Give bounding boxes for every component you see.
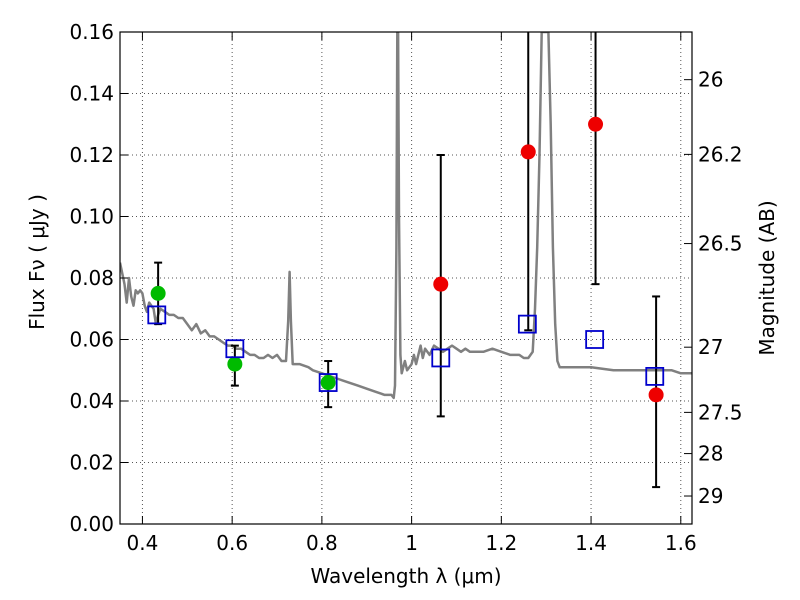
- data-point-circle: [150, 285, 166, 301]
- data-point-circle: [588, 116, 604, 132]
- template-spectrum-layer: [120, 32, 692, 400]
- x-axis-title: Wavelength λ (μm): [310, 564, 501, 588]
- y-tick-label: 0.14: [69, 82, 114, 106]
- data-point-circle: [648, 387, 664, 403]
- right-axis-title: Magnitude (AB): [755, 200, 779, 355]
- data-point-circle: [520, 144, 536, 160]
- right-tick-label: 27: [698, 335, 723, 359]
- y-tick-label: 0.10: [69, 205, 114, 229]
- x-tick-label: 0.4: [127, 531, 159, 555]
- y-tick-label: 0.06: [69, 328, 114, 352]
- x-tick-label: 0.6: [216, 531, 248, 555]
- right-tick-label: 28: [698, 442, 723, 466]
- model-point-square: [645, 366, 665, 386]
- right-tick-label: 26: [698, 68, 723, 92]
- y-tick-label: 0.12: [69, 143, 114, 167]
- x-tick-label: 0.8: [306, 531, 338, 555]
- right-tick-label: 26.2: [698, 142, 743, 166]
- y-tick-label: 0.00: [69, 512, 114, 536]
- axis-ticks: 0.4 0.6 0.8 1 1.2 1.4 1.6 0.00 0.02 0.04 0.06 0.08 0…: [69, 20, 742, 555]
- right-tick-label: 26.5: [698, 232, 743, 256]
- y-axis-title: Flux Fν ( μJy ): [25, 194, 49, 330]
- model-point-square: [431, 348, 451, 368]
- data-point-circle: [433, 276, 449, 292]
- y-tick-label: 0.02: [69, 451, 114, 475]
- y-tick-label: 0.08: [69, 266, 114, 290]
- grid-lines: [120, 31, 692, 525]
- data-point-circle: [320, 375, 336, 391]
- data-markers-layer: [147, 116, 665, 403]
- plot-frame: [119, 31, 693, 525]
- model-point-square: [147, 305, 167, 325]
- right-tick-label: 29: [698, 484, 723, 508]
- right-tick-label: 27.5: [698, 400, 743, 424]
- x-tick-label: 1.6: [665, 531, 697, 555]
- x-tick-label: 1.4: [575, 531, 607, 555]
- model-point-square: [517, 314, 537, 334]
- model-point-square: [585, 330, 605, 349]
- data-point-circle: [227, 356, 243, 372]
- x-tick-label: 1.2: [485, 531, 517, 555]
- model-point-square: [225, 339, 245, 359]
- x-tick-label: 1: [405, 531, 418, 555]
- y-tick-label: 0.04: [69, 389, 114, 413]
- template-spectrum-line: [120, 32, 692, 400]
- model-point-square: [318, 373, 338, 392]
- y-tick-label: 0.16: [69, 20, 114, 44]
- error-bars-layer: [154, 32, 661, 489]
